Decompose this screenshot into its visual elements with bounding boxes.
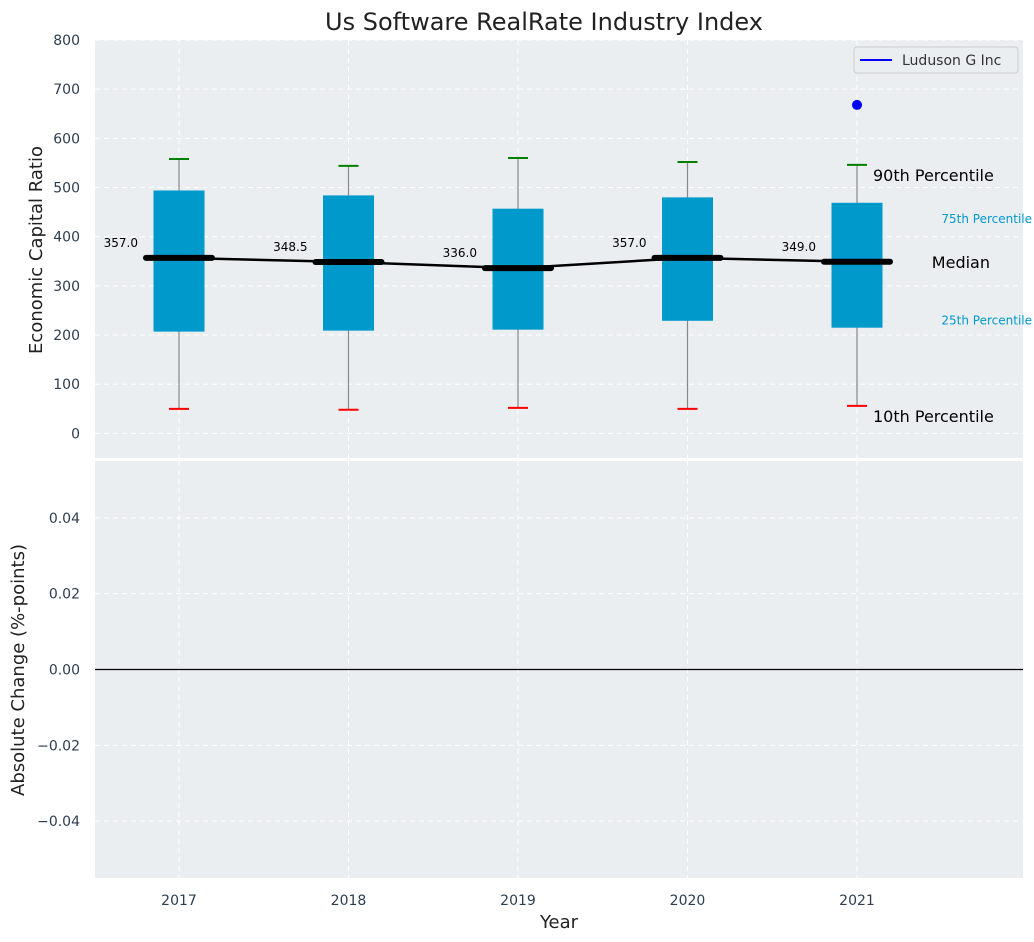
top-y-ticks: 0 100 200 300 400 500 600 700 800: [53, 33, 80, 442]
median-label-2019: 336.0: [443, 246, 477, 260]
top-y-tick-label: 300: [53, 279, 80, 295]
top-y-tick-label: 700: [53, 82, 80, 98]
top-y-axis-label: Economic Capital Ratio: [26, 146, 47, 354]
top-y-tick-label: 400: [53, 230, 80, 246]
top-marks: 357.0 348.5 336.0 357.0 349.0: [104, 99, 893, 411]
legend-frame: [853, 46, 1019, 74]
top-y-tick-label: 500: [53, 181, 80, 197]
annotation-p25: 25th Percentile: [941, 314, 1032, 328]
box-2017: [153, 190, 205, 332]
annotation-p75: 75th Percentile: [941, 212, 1032, 226]
legend: Luduson G Inc: [853, 46, 1019, 74]
median-label-2020: 357.0: [612, 236, 646, 250]
bottom-y-tick-label: 0.02: [49, 587, 80, 603]
median-label-2021: 349.0: [782, 240, 816, 254]
top-y-tick-label: 200: [53, 328, 80, 344]
top-plot-background: [95, 40, 1023, 458]
top-annotations: 90th Percentile 75th Percentile Median 25th…: [873, 166, 1032, 426]
annotation-p10: 10th Percentile: [873, 407, 994, 426]
bottom-y-tick-label: 0.00: [49, 663, 80, 679]
company-point-2021: [852, 99, 862, 110]
x-tick-label: 2021: [839, 893, 875, 909]
x-ticks: 2017 2018 2019 2020 2021: [161, 893, 875, 909]
x-tick-label: 2018: [331, 893, 367, 909]
x-tick-label: 2017: [161, 893, 197, 909]
bottom-y-axis-label: Absolute Change (%-points): [8, 544, 29, 796]
x-axis-label: Year: [539, 912, 579, 933]
x-tick-label: 2019: [500, 893, 536, 909]
bottom-y-ticks: 0.04 0.02 0.00 −0.02 −0.04: [37, 511, 80, 830]
x-tick-label: 2020: [670, 893, 706, 909]
top-y-tick-label: 100: [53, 377, 80, 393]
box-2021: [831, 202, 883, 328]
top-y-tick-label: 800: [53, 33, 80, 49]
annotation-median: Median: [932, 253, 990, 272]
legend-label: Luduson G Inc: [902, 53, 1001, 69]
bottom-y-tick-label: −0.04: [37, 814, 80, 830]
chart-title: Us Software RealRate Industry Index: [325, 8, 763, 36]
median-label-2018: 348.5: [273, 240, 307, 254]
top-y-tick-label: 0: [71, 426, 80, 442]
top-y-tick-label: 600: [53, 131, 80, 147]
annotation-p90: 90th Percentile: [873, 166, 994, 185]
bottom-y-tick-label: 0.04: [49, 511, 80, 527]
median-label-2017: 357.0: [104, 236, 138, 250]
bottom-y-tick-label: −0.02: [37, 738, 80, 754]
